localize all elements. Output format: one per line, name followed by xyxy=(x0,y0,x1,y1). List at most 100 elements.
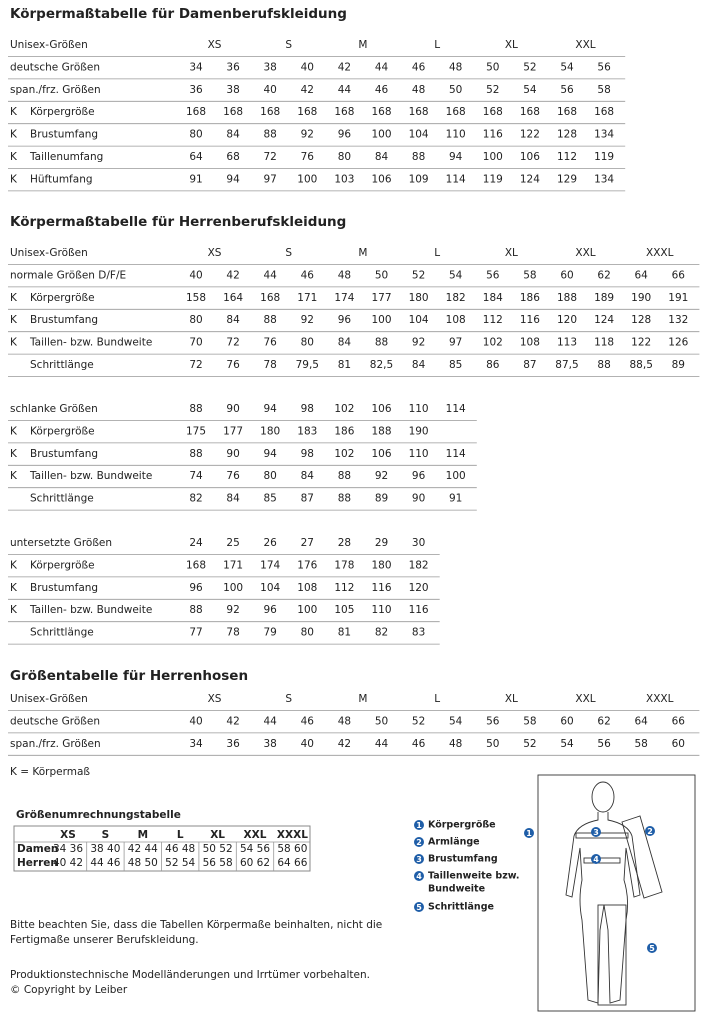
cell: 98 xyxy=(301,448,314,460)
row-label: Körpergröße xyxy=(30,292,95,304)
note: Bitte beachten Sie, dass die Tabellen Kö… xyxy=(10,919,382,931)
cell: 50 xyxy=(375,715,388,727)
cell: 64 xyxy=(189,151,203,163)
cell: 106 xyxy=(371,403,391,415)
cell: 50 xyxy=(486,738,499,750)
cell: 158 xyxy=(186,292,206,304)
cell: 42 xyxy=(338,738,351,750)
conversion-cell: 34 36 xyxy=(53,843,83,855)
size-header: XXXL xyxy=(646,693,674,705)
cell: 110 xyxy=(446,129,466,141)
cell: 60 xyxy=(560,715,573,727)
cell: 85 xyxy=(264,493,277,505)
cell: 116 xyxy=(483,129,503,141)
cell: 176 xyxy=(297,559,317,571)
legend-badge xyxy=(414,902,424,912)
cell: 94 xyxy=(226,173,240,185)
cell: 72 xyxy=(226,337,239,349)
cell: 87 xyxy=(523,359,536,371)
size-header-label: Unisex-Größen xyxy=(10,693,88,705)
cell: 38 xyxy=(226,84,239,96)
cell: 180 xyxy=(371,559,391,571)
cell: 66 xyxy=(672,715,686,727)
cell: 96 xyxy=(189,582,203,594)
size-header: XS xyxy=(208,39,222,51)
row-label: schlanke Größen xyxy=(10,403,98,415)
cell: 126 xyxy=(668,337,688,349)
cell: 58 xyxy=(597,84,610,96)
inseam-line xyxy=(597,904,627,1006)
cell: 84 xyxy=(412,359,426,371)
cell: 34 xyxy=(189,61,203,73)
cell: 168 xyxy=(446,106,466,118)
cell: 96 xyxy=(264,604,278,616)
cell: 190 xyxy=(409,425,429,437)
row-label: Körpergröße xyxy=(30,559,95,571)
cell: 104 xyxy=(260,582,280,594)
cell: 44 xyxy=(375,738,389,750)
cell: 90 xyxy=(226,448,239,460)
cell: 88 xyxy=(412,151,425,163)
waist-line xyxy=(583,857,621,864)
cell: 48 xyxy=(412,84,425,96)
cell: 190 xyxy=(631,292,651,304)
row-marker: K xyxy=(10,106,18,118)
size-header: XS xyxy=(208,693,222,705)
cell: 48 xyxy=(449,738,462,750)
cell: 54 xyxy=(560,61,574,73)
cell: 89 xyxy=(672,359,685,371)
cell: 48 xyxy=(449,61,462,73)
cell: 88 xyxy=(338,470,351,482)
cell: 42 xyxy=(226,269,239,281)
size-header: XL xyxy=(505,693,518,705)
cell: 48 xyxy=(338,269,351,281)
cell: 36 xyxy=(226,61,240,73)
conversion-header: L xyxy=(177,829,184,841)
legend-badge xyxy=(414,871,424,881)
cell: 178 xyxy=(334,559,354,571)
conversion-cell: 50 52 xyxy=(203,843,233,855)
size-header: M xyxy=(358,693,367,705)
legend-number: 5 xyxy=(416,903,422,912)
size-header: XXL xyxy=(575,693,595,705)
cell: 102 xyxy=(334,403,354,415)
cell: 168 xyxy=(594,106,614,118)
legend-label: Armlänge xyxy=(428,837,480,848)
cell: 54 xyxy=(523,84,537,96)
cell: 119 xyxy=(594,151,614,163)
row-marker: K xyxy=(10,151,18,163)
cell: 27 xyxy=(301,537,314,549)
cell: 48 xyxy=(338,715,351,727)
cell: 168 xyxy=(409,106,429,118)
note: Fertigmaße unserer Berufskleidung. xyxy=(10,934,199,946)
cell: 109 xyxy=(409,173,429,185)
cell: 168 xyxy=(223,106,243,118)
cell: 114 xyxy=(446,448,466,460)
cell: 44 xyxy=(264,715,278,727)
cell: 42 xyxy=(301,84,314,96)
cell: 40 xyxy=(301,738,314,750)
cell: 24 xyxy=(189,537,203,549)
legend-label: Körpergröße xyxy=(428,820,496,831)
cell: 56 xyxy=(486,269,500,281)
size-header-label: Unisex-Größen xyxy=(10,39,88,51)
cell: 182 xyxy=(409,559,429,571)
key-note: K = Körpermaß xyxy=(10,766,90,778)
cell: 114 xyxy=(446,403,466,415)
cell: 88,5 xyxy=(630,359,653,371)
cell: 110 xyxy=(409,403,429,415)
row-marker: K xyxy=(10,582,18,594)
conversion-cell: 42 44 xyxy=(128,843,158,855)
cell: 92 xyxy=(375,470,388,482)
cell: 56 xyxy=(486,715,500,727)
row-label: Schrittlänge xyxy=(30,359,94,371)
cell: 94 xyxy=(264,448,278,460)
legend-number: 1 xyxy=(416,821,422,830)
cell: 182 xyxy=(446,292,466,304)
section-title: Körpermaßtabelle für Herrenberufskleidun… xyxy=(10,214,346,230)
cell: 84 xyxy=(226,314,240,326)
cell: 90 xyxy=(412,493,425,505)
cell: 118 xyxy=(594,337,614,349)
row-label: span./frz. Größen xyxy=(10,84,101,96)
cell: 58 xyxy=(523,715,536,727)
